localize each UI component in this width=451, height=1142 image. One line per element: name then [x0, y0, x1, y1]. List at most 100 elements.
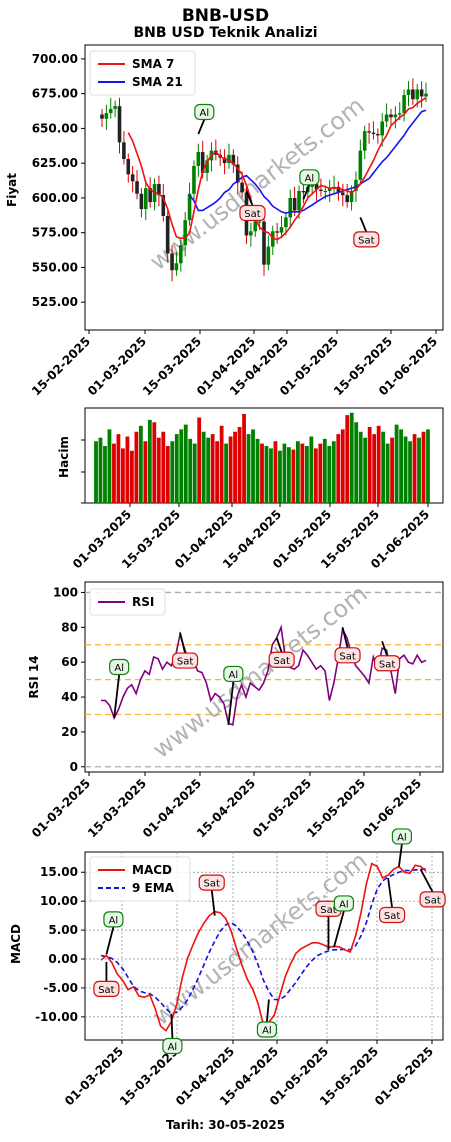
- candle-body: [411, 89, 415, 100]
- y-tick-label: 625.00: [32, 156, 78, 170]
- y-tick-label: 20: [61, 725, 78, 739]
- signal-label: Sat: [424, 895, 440, 906]
- annotation-arrow: [113, 674, 121, 719]
- date-footer: Tarih: 30-05-2025: [165, 1118, 286, 1132]
- chart-title: BNB-USD: [181, 6, 270, 26]
- annotation-arrow: [197, 119, 206, 135]
- candle-body: [170, 253, 174, 271]
- volume-bar: [327, 446, 332, 503]
- candle-body: [143, 188, 148, 210]
- candle-body: [148, 188, 152, 203]
- candle-body: [279, 227, 284, 233]
- signal-badge: [268, 651, 295, 668]
- signal-label: Sat: [273, 656, 289, 667]
- volume-bar: [210, 434, 215, 503]
- y-axis-label: Fiyat: [5, 173, 19, 207]
- volume-bar: [372, 434, 377, 503]
- candle-body: [126, 159, 131, 175]
- candle-body: [235, 164, 240, 183]
- plot-frame: [84, 407, 444, 504]
- y-tick-label: 525.00: [32, 295, 78, 309]
- signal-label: Al: [397, 832, 407, 843]
- y-tick-label: 60: [61, 655, 78, 669]
- candle-body: [174, 263, 179, 271]
- volume-bar: [336, 434, 341, 503]
- volume-bar: [390, 437, 395, 503]
- candle-body: [341, 192, 345, 196]
- volume-bar: [183, 424, 188, 503]
- candle-body: [367, 131, 371, 133]
- volume-bar: [399, 429, 403, 503]
- volume-bar: [426, 429, 430, 503]
- annotation-arrow: [341, 627, 349, 649]
- signal-label: Al: [168, 1042, 178, 1053]
- rsi-line: [101, 624, 427, 727]
- candle-body: [266, 246, 271, 265]
- signal-badge: [93, 980, 120, 998]
- signal-label: Sat: [379, 659, 395, 670]
- watermark-text: www.usdmarkets.com: [148, 579, 373, 763]
- y-tick-label: 0: [70, 760, 78, 774]
- candle-body: [397, 113, 402, 115]
- candle-body: [349, 190, 354, 203]
- candle-body: [262, 221, 266, 265]
- signal-badge: [256, 1021, 278, 1038]
- candle-body: [257, 221, 262, 223]
- candle-body: [253, 221, 258, 232]
- annotation-arrow: [170, 1013, 174, 1039]
- annotation-arrow: [302, 184, 311, 200]
- candle-body: [187, 193, 192, 221]
- volume-bar: [349, 412, 354, 503]
- candle-body: [393, 114, 398, 118]
- x-tick-label: 15-02-2025: [29, 334, 93, 398]
- candle-body: [222, 157, 227, 164]
- candle-body: [419, 89, 424, 97]
- annotation-arrow: [227, 681, 235, 726]
- volume-bar: [417, 437, 421, 503]
- volume-bar: [385, 443, 390, 503]
- candle-body: [327, 188, 332, 191]
- candle-body: [284, 217, 288, 228]
- legend-box: [89, 50, 196, 96]
- volume-bar: [112, 443, 116, 503]
- chart-subtitle: BNB USD Teknik Analizi: [133, 25, 318, 41]
- legend-box: [89, 856, 191, 902]
- signal-label: Al: [109, 915, 119, 926]
- volume-bar: [363, 437, 368, 503]
- y-tick-label: 575.00: [32, 226, 78, 240]
- signal-badge: [239, 204, 266, 222]
- legend-label: 9 EMA: [132, 881, 175, 895]
- candle-body: [415, 89, 420, 100]
- legend-label: SMA 21: [132, 75, 183, 89]
- x-tick-label: 01-03-2025: [29, 776, 93, 840]
- volume-bar: [197, 417, 202, 503]
- volume-bar: [264, 446, 269, 503]
- candle-body: [323, 190, 328, 192]
- candle-body: [227, 154, 231, 164]
- signal-label: Sat: [339, 651, 355, 662]
- signal-label: Sat: [320, 905, 336, 916]
- volume-bar: [376, 425, 381, 503]
- volume-bar: [121, 448, 125, 503]
- sma7-line: [127, 97, 427, 241]
- y-axis-label: Hacim: [57, 436, 71, 478]
- candle-body: [371, 132, 376, 134]
- volume-bar: [192, 443, 197, 503]
- rsi-panel: www.usdmarkets.com 0 20 40 60 80 100 RSI 14 01-0…: [27, 579, 444, 840]
- signal-badge: [109, 658, 130, 676]
- signal-badge: [171, 652, 199, 669]
- volume-bar: [278, 450, 282, 503]
- volume-bar: [170, 441, 175, 503]
- legend-label: MACD: [132, 863, 172, 877]
- candle-body: [406, 89, 411, 96]
- volume-bar: [188, 438, 193, 503]
- volume-bar: [98, 437, 103, 503]
- volume-bar: [246, 434, 251, 503]
- annotation-arrow: [381, 640, 388, 657]
- signal-badge: [334, 647, 361, 664]
- volume-bar: [206, 437, 211, 503]
- candle-body: [100, 114, 104, 119]
- signal-badge: [378, 906, 406, 924]
- candle-body: [196, 152, 201, 166]
